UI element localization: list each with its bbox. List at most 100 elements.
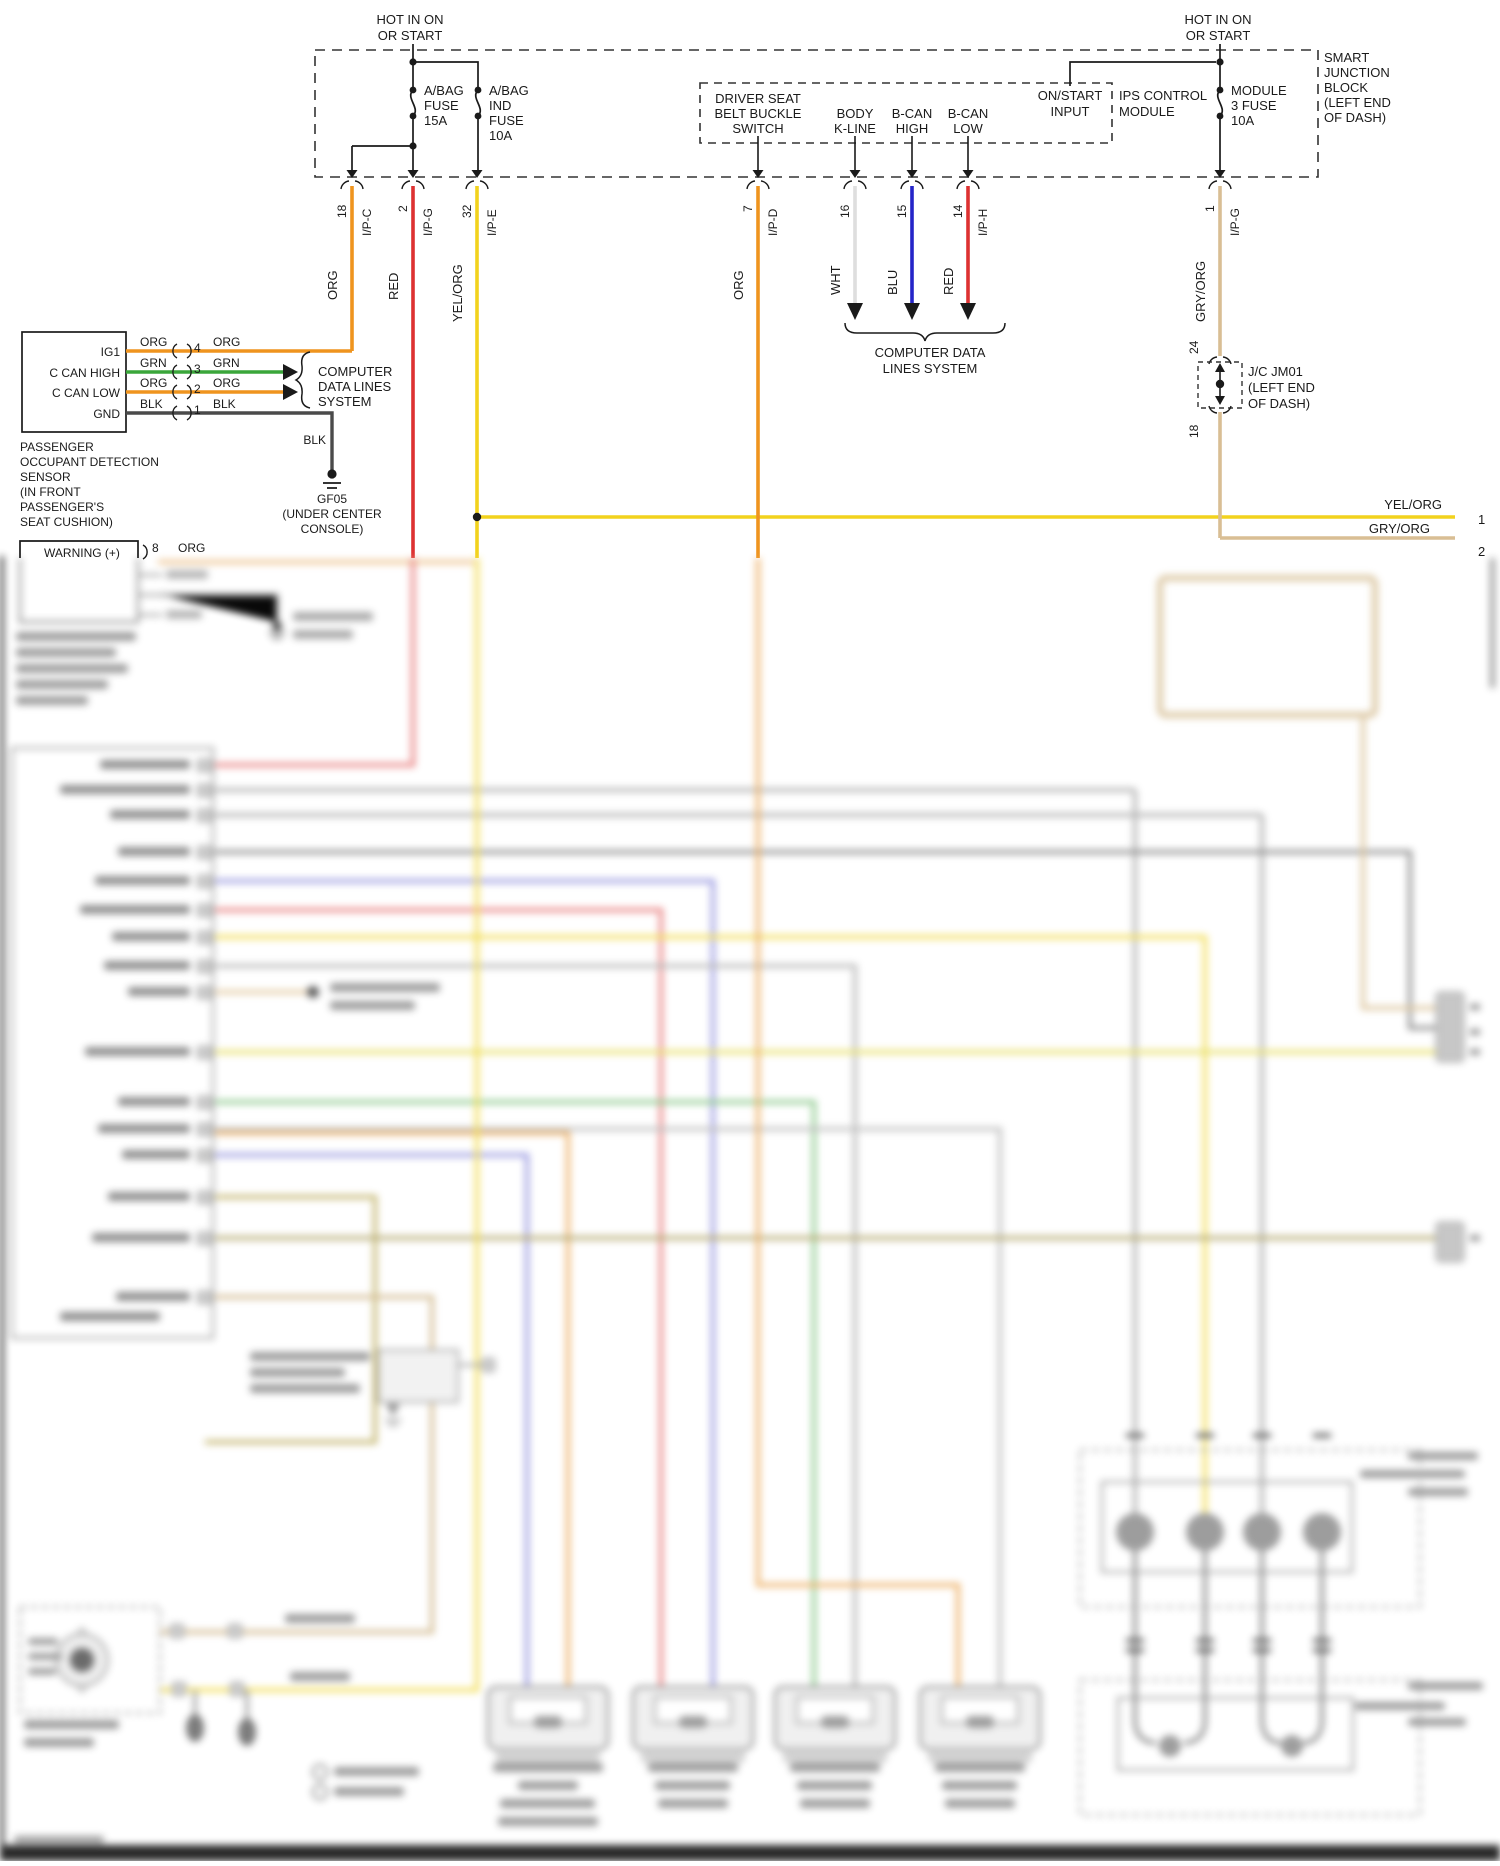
fuse-label: 10A — [489, 128, 512, 143]
svg-text:I/P-G: I/P-G — [1228, 208, 1242, 236]
gf05-label: GF05 — [317, 492, 347, 506]
relay-block — [1079, 1433, 1483, 1816]
fuse-abag-ind-10a: A/BAG IND FUSE 10A — [474, 83, 529, 143]
fuse-label: A/BAG — [424, 83, 464, 98]
warning-label: WARNING (+) — [44, 546, 120, 560]
svg-text:WHT: WHT — [828, 265, 843, 295]
fuse-label: 15A — [424, 113, 447, 128]
fuse-abag-15a: A/BAG FUSE 15A — [409, 83, 464, 128]
footer-watermark — [14, 1836, 104, 1843]
svg-text:I/P-G: I/P-G — [421, 208, 435, 236]
svg-text:B-CAN: B-CAN — [948, 106, 988, 121]
svg-text:2: 2 — [194, 382, 201, 396]
jc-name: J/C JM01 — [1248, 364, 1303, 379]
fuse-label: A/BAG — [489, 83, 529, 98]
warning-pin: 8 — [152, 541, 159, 555]
svg-text:ORG: ORG — [140, 335, 167, 349]
hot-left-line2: OR START — [378, 28, 443, 43]
cdls-mid-line1: COMPUTER DATA — [875, 345, 986, 360]
warning-box-top: WARNING (+) 8 ORG — [19, 540, 205, 560]
svg-text:2: 2 — [396, 205, 410, 212]
sensor-connector-icon — [172, 343, 192, 421]
hot-left-line1: HOT IN ON — [377, 12, 444, 27]
cdls-mid: COMPUTER DATA LINES SYSTEM — [844, 303, 1006, 376]
fuse-label: MODULE — [1231, 83, 1287, 98]
svg-text:I/P-H: I/P-H — [976, 209, 990, 236]
left-feed-wires — [351, 44, 479, 171]
svg-text:(IN FRONT: (IN FRONT — [20, 485, 81, 499]
hot-right-line1: HOT IN ON — [1185, 12, 1252, 27]
smart-junction-block-box — [314, 49, 1319, 178]
svg-text:I/P-E: I/P-E — [485, 209, 499, 236]
gf05-loc2: CONSOLE) — [301, 522, 364, 536]
blurred-section — [0, 556, 1500, 1861]
svg-text:RED: RED — [941, 268, 956, 295]
fuse-label: FUSE — [424, 98, 459, 113]
svg-text:HIGH: HIGH — [896, 121, 929, 136]
connector-icon — [142, 544, 148, 560]
svg-text:ORG: ORG — [213, 376, 240, 390]
arrow-up-icon — [1215, 363, 1225, 372]
svg-text:3: 3 — [194, 362, 201, 376]
hot-right-line2: OR START — [1186, 28, 1251, 43]
cdls-left: COMPUTER DATA LINES SYSTEM — [283, 351, 392, 409]
svg-text:SWITCH: SWITCH — [732, 121, 783, 136]
pin-1-label: 1 — [1478, 512, 1485, 527]
svg-text:32: 32 — [460, 204, 474, 218]
svg-text:GRY/ORG: GRY/ORG — [1193, 261, 1208, 322]
svg-text:JUNCTION: JUNCTION — [1324, 65, 1390, 80]
svg-text:4: 4 — [194, 341, 201, 355]
fuse-label: 3 FUSE — [1231, 98, 1277, 113]
svg-text:IPS CONTROL: IPS CONTROL — [1119, 88, 1207, 103]
svg-text:INPUT: INPUT — [1051, 104, 1090, 119]
svg-text:(LEFT END: (LEFT END — [1324, 95, 1391, 110]
jc-loc1: (LEFT END — [1248, 380, 1315, 395]
svg-text:BLK: BLK — [140, 397, 163, 411]
blk-label: BLK — [303, 433, 326, 447]
svg-text:BLK: BLK — [213, 397, 236, 411]
blurred-wires — [160, 558, 1436, 1692]
top-colored-wires — [350, 186, 1455, 558]
svg-text:BODY: BODY — [837, 106, 874, 121]
gf05-loc1: (UNDER CENTER — [282, 507, 382, 521]
svg-text:SEAT CUSHION): SEAT CUSHION) — [20, 515, 113, 529]
wire-blk-gnd — [126, 411, 334, 470]
sjb-label: SMART JUNCTION BLOCK (LEFT END OF DASH) — [1324, 50, 1391, 125]
svg-text:BLOCK: BLOCK — [1324, 80, 1368, 95]
svg-text:B-CAN: B-CAN — [892, 106, 932, 121]
cdls-mid-line2: LINES SYSTEM — [883, 361, 978, 376]
sensor-caption: PASSENGER OCCUPANT DETECTION SENSOR (IN … — [20, 440, 159, 529]
svg-text:DRIVER SEAT: DRIVER SEAT — [715, 91, 801, 106]
onstart-riser-wire — [1069, 61, 1216, 86]
arrow-down-icon — [960, 303, 976, 320]
svg-text:GRN: GRN — [140, 356, 167, 370]
svg-text:PASSENGER'S: PASSENGER'S — [20, 500, 104, 514]
jc-pin-18: 18 — [1187, 424, 1201, 438]
sensor-wire-labels: ORG GRN ORG BLK 4 3 2 1 ORG GRN ORG BLK — [140, 335, 240, 417]
junction-dot — [409, 58, 417, 66]
arrow-down-icon — [1215, 396, 1225, 405]
svg-text:15: 15 — [895, 204, 909, 218]
connector-icon — [1208, 405, 1232, 414]
svg-text:ON/START: ON/START — [1038, 88, 1103, 103]
svg-text:7: 7 — [741, 205, 755, 212]
brace-icon — [294, 351, 311, 409]
sensor-box: IG1 C CAN HIGH C CAN LOW GND ORG GRN ORG… — [20, 331, 352, 529]
svg-text:GRN: GRN — [213, 356, 240, 370]
cdls-left-line2: DATA LINES — [318, 379, 392, 394]
jc-jm01: 24 18 J/C JM01 (LEFT END OF DASH) — [1187, 340, 1315, 438]
svg-text:BELT BUCKLE: BELT BUCKLE — [715, 106, 802, 121]
connector-icon — [1208, 356, 1232, 365]
svg-text:18: 18 — [335, 204, 349, 218]
bottom-bar — [0, 1845, 1500, 1861]
ground-gf05: BLK GF05 (UNDER CENTER CONSOLE) — [282, 433, 382, 536]
brace-icon — [844, 322, 1006, 342]
svg-text:PASSENGER: PASSENGER — [20, 440, 94, 454]
svg-text:OF DASH): OF DASH) — [1324, 110, 1386, 125]
bottom-left-box — [19, 1606, 355, 1747]
pin-2-label: 2 — [1478, 544, 1485, 559]
arrow-right-icon — [283, 384, 298, 400]
junction-dot — [409, 142, 417, 150]
svg-text:1: 1 — [194, 403, 201, 417]
svg-text:ORG: ORG — [325, 270, 340, 300]
